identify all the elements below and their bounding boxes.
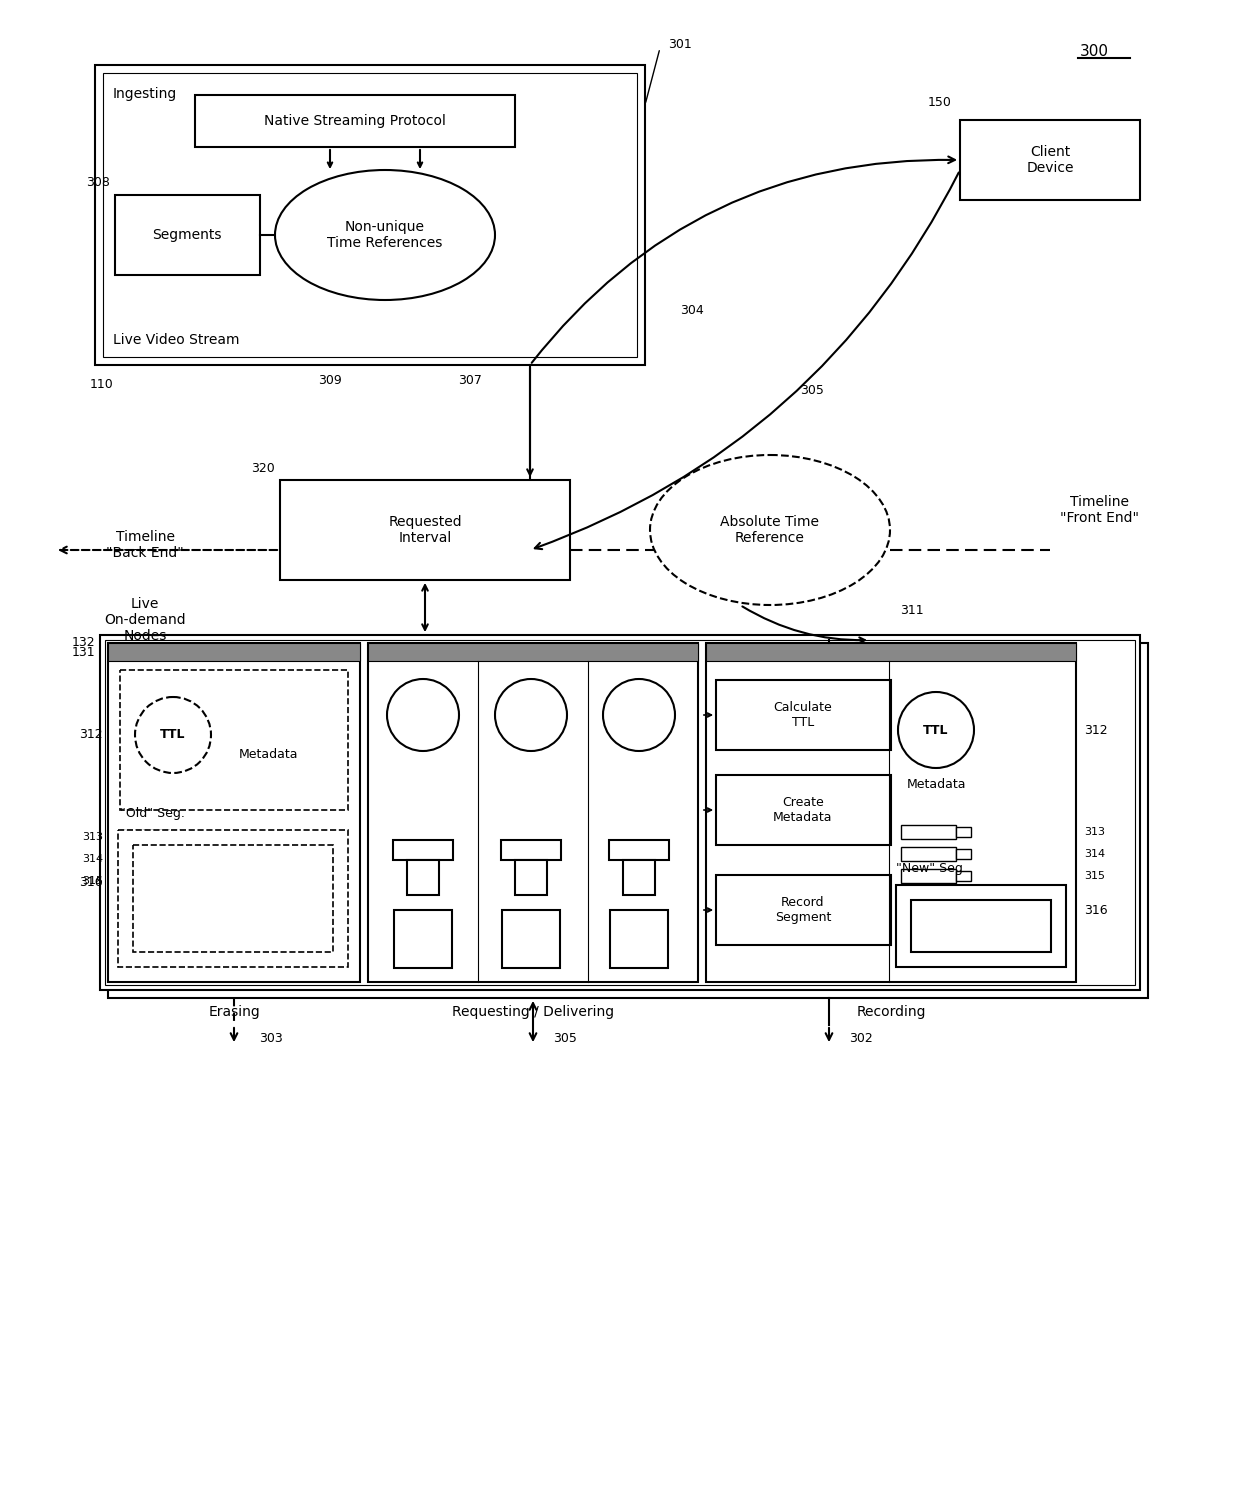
Text: Ingesting: Ingesting <box>113 88 177 101</box>
FancyArrowPatch shape <box>534 172 959 549</box>
Text: 302: 302 <box>849 1032 873 1044</box>
Text: 316: 316 <box>1084 904 1107 916</box>
Bar <box>118 830 348 967</box>
Text: 320: 320 <box>252 462 275 474</box>
Text: Live Video Stream: Live Video Stream <box>113 333 239 347</box>
Text: 150: 150 <box>928 95 952 109</box>
Text: Native Streaming Protocol: Native Streaming Protocol <box>264 115 446 128</box>
Bar <box>960 121 1140 201</box>
Bar <box>180 831 195 842</box>
Bar <box>108 643 1148 997</box>
Bar <box>515 860 547 895</box>
Text: 307: 307 <box>458 374 482 386</box>
Text: Record
Segment: Record Segment <box>775 896 831 924</box>
Bar <box>502 910 560 967</box>
Bar <box>897 884 1066 967</box>
Bar <box>105 640 1135 985</box>
Text: 132: 132 <box>72 637 95 649</box>
Text: Recording: Recording <box>857 1005 926 1019</box>
Text: "New" Seg.: "New" Seg. <box>897 862 967 875</box>
Bar <box>100 635 1140 990</box>
Bar <box>706 643 1076 661</box>
Bar <box>120 874 180 887</box>
Bar <box>407 860 439 895</box>
Bar <box>956 871 971 881</box>
Text: 313: 313 <box>82 831 103 842</box>
Text: 301: 301 <box>668 38 692 50</box>
Text: 316: 316 <box>79 875 103 889</box>
Text: 315: 315 <box>82 877 103 886</box>
Bar <box>103 72 637 358</box>
Bar <box>901 847 956 862</box>
Bar <box>715 776 892 845</box>
Text: Timeline
"Front End": Timeline "Front End" <box>1060 495 1140 525</box>
Bar <box>280 480 570 579</box>
Bar <box>715 681 892 750</box>
Bar <box>195 95 515 146</box>
Text: Calculate
TTL: Calculate TTL <box>774 702 832 729</box>
Text: 305: 305 <box>553 1032 577 1044</box>
Text: Requesting / Delivering: Requesting / Delivering <box>451 1005 614 1019</box>
Bar <box>394 910 453 967</box>
Bar <box>180 877 195 886</box>
Text: 314: 314 <box>82 854 103 865</box>
Text: Absolute Time
Reference: Absolute Time Reference <box>720 515 820 545</box>
Bar <box>120 830 180 844</box>
Text: 131: 131 <box>72 646 95 659</box>
Bar <box>368 643 698 982</box>
Bar <box>901 869 956 883</box>
Text: Client
Device: Client Device <box>1027 145 1074 175</box>
Text: Metadata: Metadata <box>906 779 966 792</box>
Bar <box>622 860 655 895</box>
Text: Timeline
"Back End": Timeline "Back End" <box>107 530 184 560</box>
Text: Non-unique
Time References: Non-unique Time References <box>327 220 443 250</box>
Bar <box>108 643 360 982</box>
Text: Metadata: Metadata <box>238 747 298 761</box>
Bar <box>120 670 348 810</box>
Text: 314: 314 <box>1084 850 1105 859</box>
FancyArrowPatch shape <box>532 157 955 362</box>
Bar <box>368 643 698 661</box>
Text: 309: 309 <box>319 374 342 386</box>
Text: 300: 300 <box>1080 44 1109 59</box>
Bar <box>715 875 892 945</box>
Text: 313: 313 <box>1084 827 1105 837</box>
Bar <box>108 643 360 661</box>
Bar <box>911 899 1052 952</box>
Bar <box>120 853 180 866</box>
Bar <box>393 841 453 860</box>
Ellipse shape <box>650 456 890 605</box>
Text: 312: 312 <box>1084 723 1107 736</box>
Bar <box>610 910 668 967</box>
Text: 303: 303 <box>259 1032 283 1044</box>
Text: 315: 315 <box>1084 871 1105 881</box>
Text: 305: 305 <box>800 383 823 397</box>
Bar <box>95 65 645 365</box>
Text: Create
Metadata: Create Metadata <box>774 797 833 824</box>
Text: Live
On-demand
Nodes: Live On-demand Nodes <box>104 596 186 643</box>
Bar <box>956 827 971 837</box>
Bar <box>609 841 670 860</box>
Text: 312: 312 <box>79 729 103 741</box>
Text: 311: 311 <box>900 604 924 617</box>
Bar <box>133 845 334 952</box>
Text: 308: 308 <box>86 177 110 190</box>
Text: "Old" Seg.: "Old" Seg. <box>120 807 185 819</box>
Bar <box>901 825 956 839</box>
Bar <box>706 643 1076 982</box>
Text: Requested
Interval: Requested Interval <box>388 515 461 545</box>
Text: TTL: TTL <box>924 723 949 736</box>
Text: Erasing: Erasing <box>208 1005 260 1019</box>
Text: TTL: TTL <box>160 729 186 741</box>
Text: Segments: Segments <box>153 228 222 241</box>
Text: 110: 110 <box>91 379 114 391</box>
Bar <box>956 850 971 859</box>
Text: 304: 304 <box>680 303 704 317</box>
FancyArrowPatch shape <box>743 607 864 643</box>
Bar <box>501 841 560 860</box>
Ellipse shape <box>275 171 495 300</box>
Bar <box>115 195 260 275</box>
Bar <box>180 854 195 865</box>
